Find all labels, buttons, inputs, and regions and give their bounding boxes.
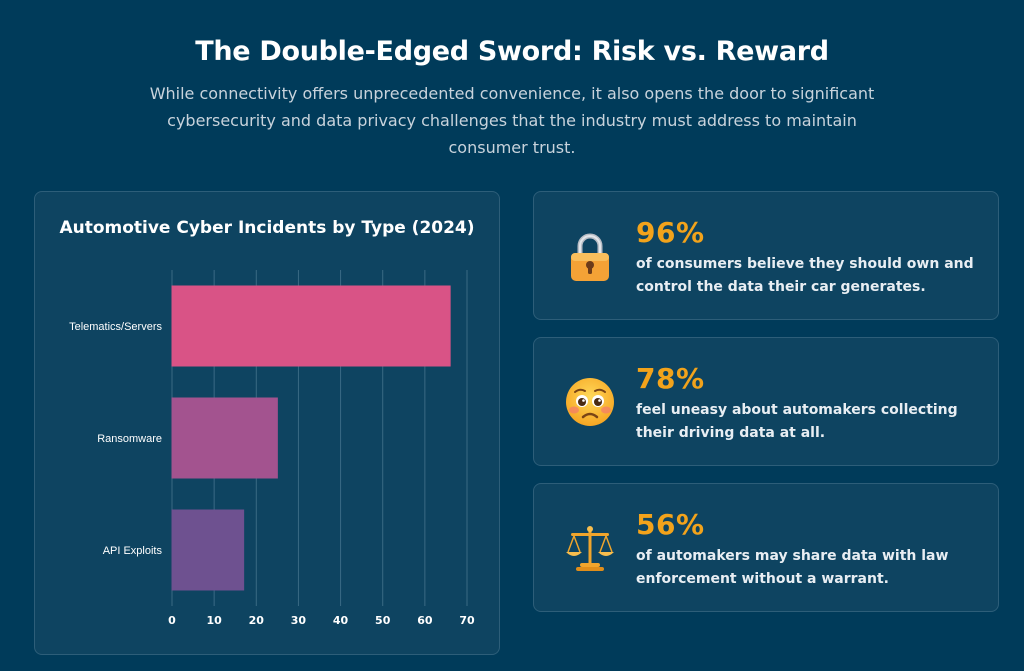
- stat-description: of automakers may share data with law en…: [636, 548, 949, 587]
- stat-card-consumer-data-ownership: 96% of consumers believe they should own…: [533, 191, 999, 320]
- stat-card-law-enforcement-sharing: 56% of automakers may share data with la…: [533, 483, 999, 612]
- worried-face-icon: [562, 374, 618, 430]
- chart-category-labels: Telematics/Servers Ransomware API Exploits: [69, 321, 162, 557]
- stat-value: 56%: [636, 508, 705, 541]
- x-tick-label: 0: [168, 614, 176, 627]
- stat-description: feel uneasy about automakers collecting …: [636, 402, 958, 441]
- chart-title: Automotive Cyber Incidents by Type (2024…: [59, 218, 475, 238]
- page-title: The Double-Edged Sword: Risk vs. Reward: [195, 36, 829, 67]
- chart-card: Automotive Cyber Incidents by Type (2024…: [34, 191, 500, 655]
- x-tick-label: 40: [333, 614, 349, 627]
- x-tick-label: 30: [291, 614, 307, 627]
- bar: [171, 397, 278, 479]
- chart-x-ticks: 0 10 20 30 40 50 60 70: [168, 614, 475, 627]
- lock-icon: [562, 228, 618, 284]
- category-label: API Exploits: [103, 545, 163, 557]
- chart-bars: [171, 285, 451, 591]
- x-tick-label: 50: [375, 614, 391, 627]
- x-tick-label: 20: [249, 614, 265, 627]
- category-label: Ransomware: [97, 433, 162, 445]
- page-subtitle: While connectivity offers unprecedented …: [149, 84, 875, 157]
- stat-card-driver-unease: 78% feel uneasy about automakers collect…: [533, 337, 999, 466]
- x-tick-label: 60: [417, 614, 433, 627]
- stat-value: 78%: [636, 362, 705, 395]
- stat-description: of consumers believe they should own and…: [636, 256, 974, 295]
- bar: [171, 285, 451, 367]
- category-label: Telematics/Servers: [69, 321, 162, 333]
- x-tick-label: 10: [206, 614, 222, 627]
- bar-chart: Telematics/Servers Ransomware API Exploits…: [69, 270, 475, 627]
- bar: [171, 509, 245, 591]
- balance-scale-icon: [562, 520, 618, 576]
- stat-value: 96%: [636, 216, 705, 249]
- x-tick-label: 70: [459, 614, 475, 627]
